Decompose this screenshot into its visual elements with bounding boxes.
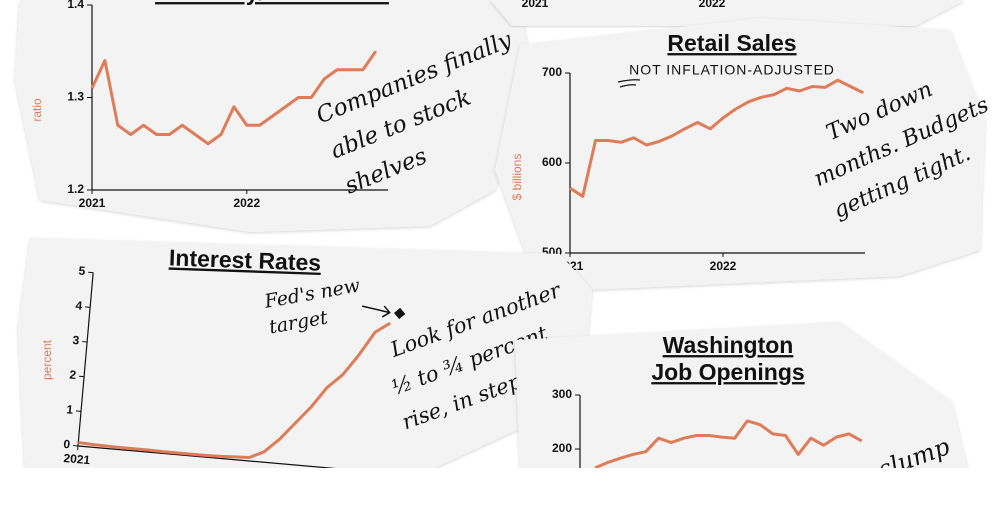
clipping-paper	[490, 0, 965, 26]
y-tick-label: 200	[552, 441, 572, 455]
x-axis	[77, 445, 419, 468]
plot: 1.2 1.3 1.4 2021 2022	[67, 0, 388, 210]
arrow	[361, 305, 391, 318]
y-tick-label: 300	[552, 387, 572, 401]
y-tick-label: 700	[542, 65, 562, 79]
x-tick-label: 2021	[63, 451, 91, 467]
x-tick-label: 2022	[699, 0, 726, 10]
line-series	[78, 321, 391, 459]
clippings: 1.2 1.3 1.4 2021 2022 Inventory/Sales Ratio ra…	[15, 0, 992, 468]
y-tick-label: 5	[78, 264, 86, 279]
chart-title: Job Openings	[651, 359, 804, 385]
target-marker	[394, 307, 406, 320]
line-series	[569, 78, 864, 198]
line-series	[90, 50, 378, 146]
y-tick-label: 1	[66, 402, 74, 417]
y-axis-label: $ billions	[510, 154, 524, 201]
chart-title: Washington	[663, 332, 794, 358]
y-axis-label: ratio	[30, 98, 44, 122]
line-series	[594, 419, 863, 468]
y-tick-label: 4	[75, 298, 83, 313]
clipping-paper	[515, 322, 968, 468]
x-tick-label: 2021	[522, 0, 549, 10]
chart-title: Retail Sales	[667, 30, 796, 56]
chart-title: Inventory/Sales Ratio	[155, 0, 389, 5]
y-tick-label: 3	[72, 333, 80, 348]
clipping-paper	[495, 18, 985, 292]
plot: 2021 2022	[522, 0, 726, 10]
clipping-paper	[18, 238, 592, 468]
y-tick-label: 1.4	[67, 0, 84, 11]
chart-title: Interest Rates	[169, 244, 322, 275]
y-axis-label: percent	[40, 339, 54, 380]
y-tick-label: 0	[63, 437, 71, 452]
underline	[617, 79, 641, 88]
x-tick-label: 2022	[710, 259, 737, 273]
x-tick-label: 2022	[233, 196, 260, 210]
y-tick-label: 2	[69, 368, 77, 383]
y-tick-label: 1.3	[67, 90, 84, 104]
y-tick-label: 1.2	[67, 182, 84, 196]
x-tick-label: 2021	[79, 196, 106, 210]
y-axis	[77, 272, 94, 447]
plot: 200 300	[552, 387, 863, 468]
y-tick-label: 600	[542, 155, 562, 169]
chart-subtitle: NOT INFLATION-ADJUSTED	[629, 62, 835, 78]
plot: 0 1 2 3 4 5 2021	[63, 264, 419, 468]
